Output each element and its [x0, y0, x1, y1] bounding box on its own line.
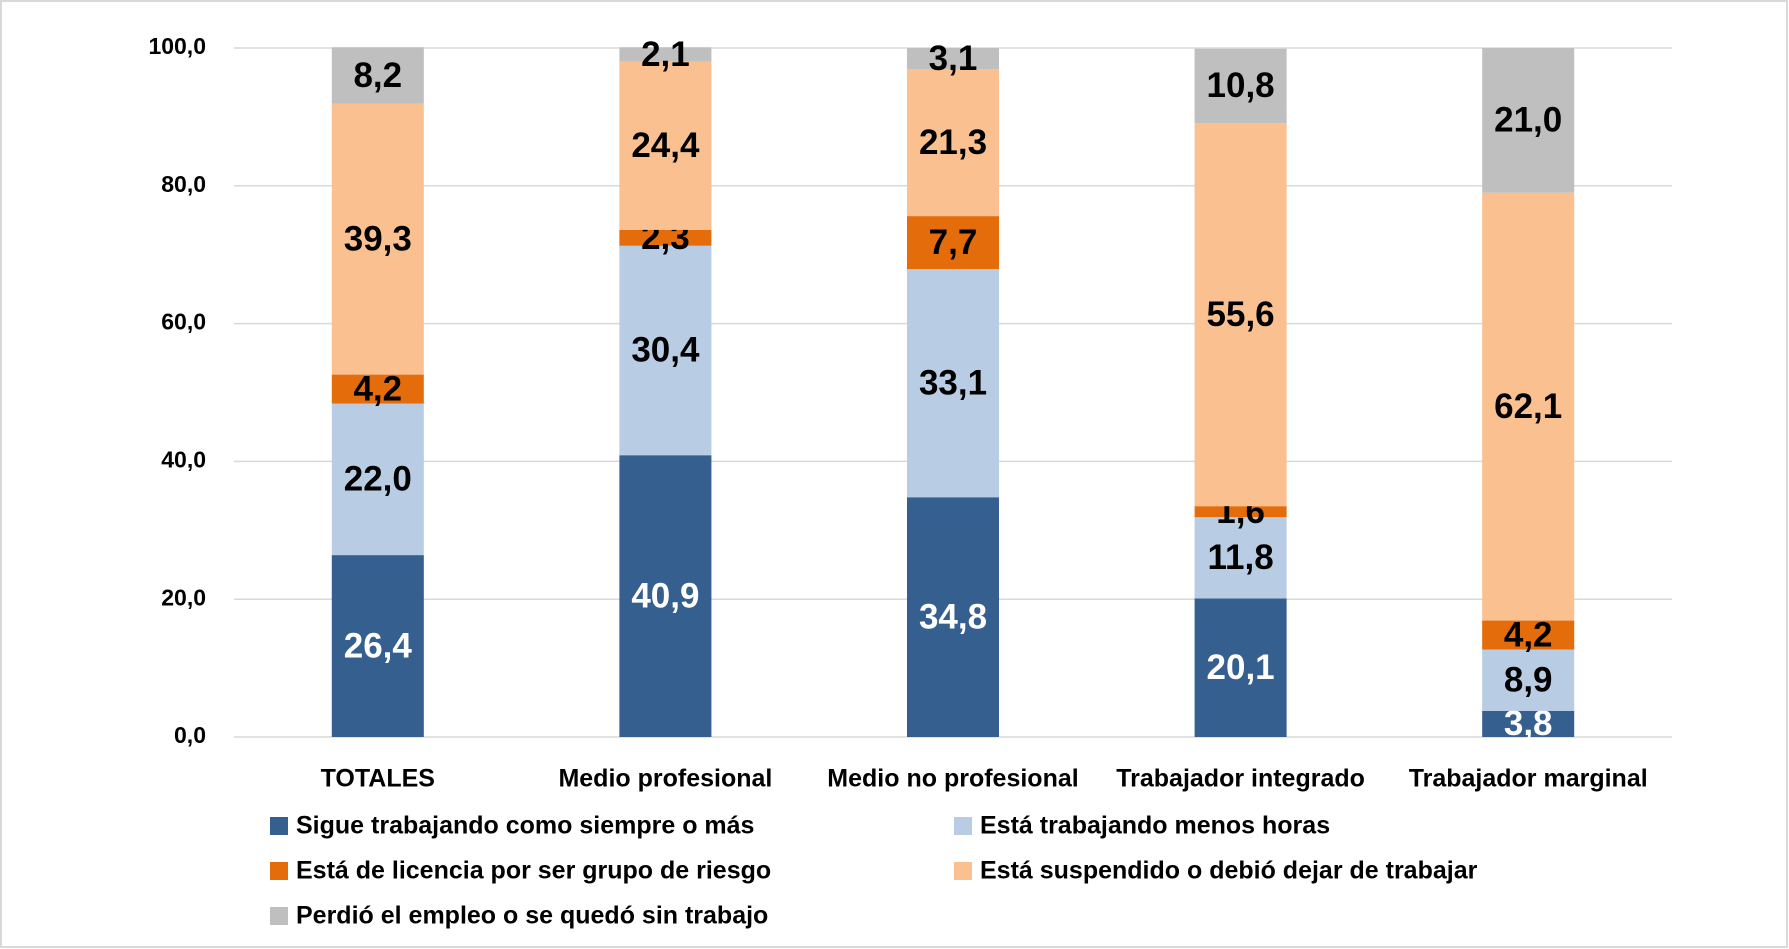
y-tick-label: 80,0	[161, 171, 206, 197]
data-label: 26,4	[344, 626, 413, 665]
data-label: 4,2	[1504, 615, 1553, 654]
data-label: 20,1	[1207, 648, 1275, 687]
bar-segment	[619, 61, 712, 230]
data-label: 24,4	[631, 126, 700, 165]
data-label: 21,3	[919, 123, 987, 162]
x-tick-label: Trabajador marginal	[1409, 765, 1648, 793]
bar-segment	[1194, 598, 1287, 737]
legend-label: Está suspendido o debió dejar de trabaja…	[980, 857, 1478, 885]
x-tick-label: Trabajador integrado	[1116, 765, 1365, 793]
data-label: 2,1	[641, 35, 690, 74]
data-label: 33,1	[919, 363, 987, 402]
bar-segment	[619, 229, 712, 246]
bar-segment	[331, 103, 424, 375]
bar-segment	[1482, 192, 1575, 621]
legend-swatch	[270, 817, 288, 835]
data-label: 8,9	[1504, 660, 1553, 699]
data-label: 11,8	[1207, 538, 1273, 577]
legend-swatch	[270, 862, 288, 880]
bar-segment	[1482, 649, 1575, 711]
data-label: 22,0	[344, 460, 412, 499]
bar-segment	[1194, 48, 1287, 124]
bar-segment	[1482, 48, 1575, 193]
data-label: 21,0	[1494, 101, 1562, 140]
legend-label: Está de licencia por ser grupo de riesgo	[296, 857, 771, 885]
legend-label: Está trabajando menos horas	[980, 812, 1330, 840]
bar-segment	[906, 69, 1000, 217]
bar-segment	[619, 455, 712, 737]
bar-segment	[331, 374, 424, 404]
bar-segment	[906, 269, 1000, 498]
bar-segment	[1194, 506, 1287, 518]
bar-segment	[619, 47, 712, 62]
y-tick-label: 60,0	[161, 309, 206, 335]
bar-segment	[906, 216, 1000, 270]
bar-segment	[1482, 620, 1575, 650]
y-tick-label: 40,0	[161, 446, 206, 472]
data-label: 10,8	[1207, 66, 1275, 105]
bar-segment	[1194, 123, 1287, 507]
bar-segment	[619, 245, 712, 456]
bar-segment	[331, 555, 424, 737]
legend-label: Sigue trabajando como siempre o más	[296, 812, 754, 840]
x-tick-label: Medio profesional	[558, 765, 772, 793]
data-label: 62,1	[1494, 387, 1562, 426]
y-tick-label: 100,0	[148, 33, 206, 59]
x-tick-label: Medio no profesional	[827, 765, 1078, 793]
bar-segment	[331, 47, 424, 104]
data-label: 3,1	[929, 39, 978, 78]
bar-segment	[1194, 517, 1287, 599]
bar-segment	[906, 497, 1000, 737]
data-label: 39,3	[344, 219, 412, 258]
bar-segment	[331, 403, 424, 556]
data-label: 34,8	[919, 597, 987, 636]
x-tick-label: TOTALES	[321, 765, 435, 793]
data-label: 55,6	[1207, 295, 1275, 334]
legend-swatch	[954, 862, 972, 880]
y-tick-label: 0,0	[174, 722, 206, 748]
legend-swatch	[954, 817, 972, 835]
y-tick-label: 20,0	[161, 584, 206, 610]
data-label: 30,4	[631, 331, 700, 370]
data-label: 40,9	[631, 576, 699, 615]
legend-swatch	[270, 907, 288, 925]
bar-segment	[906, 48, 1000, 70]
legend-label: Perdió el empleo o se quedó sin trabajo	[296, 902, 768, 930]
data-label: 7,7	[929, 223, 978, 262]
data-label: 4,2	[353, 369, 402, 408]
data-label: 8,2	[353, 56, 402, 95]
bar-segment	[1482, 710, 1575, 737]
